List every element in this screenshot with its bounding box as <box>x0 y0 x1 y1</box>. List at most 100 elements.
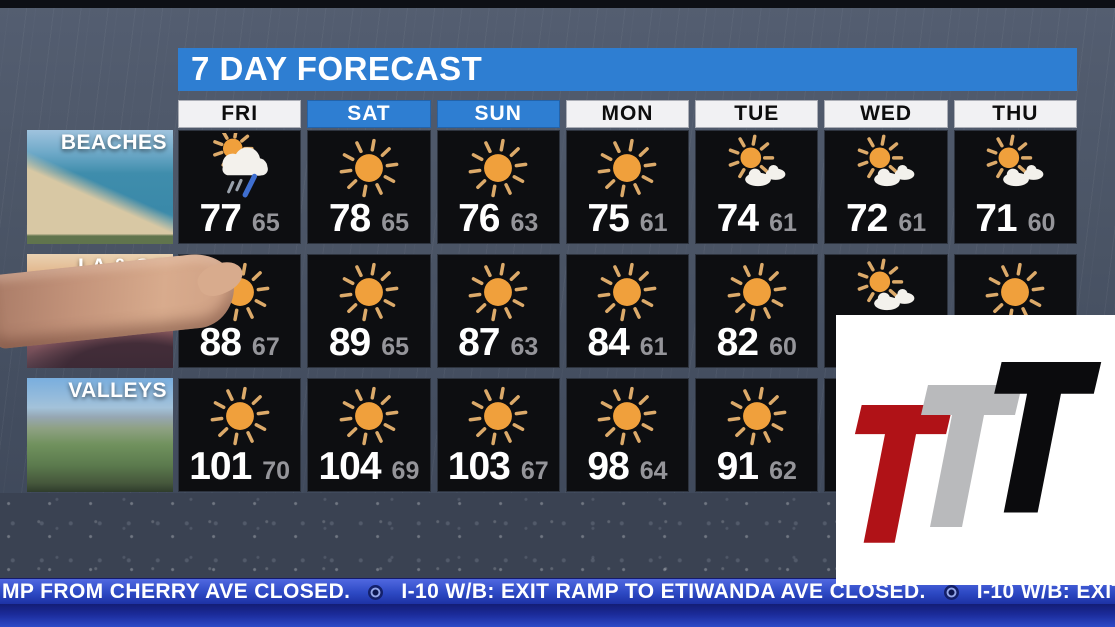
low-temp: 61 <box>639 209 668 237</box>
high-temp: 98 <box>587 445 629 488</box>
temps-beaches-tue: 74 61 <box>696 199 817 238</box>
cbs-eye-icon <box>943 585 959 600</box>
low-temp: 61 <box>769 209 797 237</box>
temps-valleys-sat: 104 69 <box>308 447 429 486</box>
forecast-cell-valleys-sat: 104 69 <box>307 378 431 492</box>
forecast-cell-valleys-tue: 91 62 <box>695 378 819 492</box>
sunny-icon <box>438 257 559 323</box>
sunny-icon <box>696 381 817 447</box>
low-temp: 65 <box>251 209 280 237</box>
low-temp: 64 <box>639 457 668 485</box>
forecast-cell-beaches-mon: 75 61 <box>565 130 690 244</box>
high-temp: 88 <box>199 321 242 364</box>
ghost-ticker-text: MP FROM CHERRY AVE CLOSED.I-10 W/B: EXIT… <box>838 315 1115 341</box>
temps-beaches-sun: 76 63 <box>438 199 559 238</box>
forecast-cell-beaches-thu: 71 60 <box>953 130 1077 244</box>
day-header-tue: TUE <box>695 100 819 128</box>
region-label-line: VALLEYS <box>68 379 167 402</box>
high-temp: 103 <box>447 445 511 488</box>
temps-valleys-sun: 103 67 <box>438 447 559 486</box>
day-header-fri: FRI <box>178 100 302 128</box>
sunny-icon <box>955 257 1076 323</box>
high-temp: 101 <box>189 445 252 488</box>
sunny-icon <box>567 257 688 323</box>
forecast-cell-beaches-tue: 74 61 <box>695 130 819 244</box>
low-temp: 60 <box>1027 209 1056 237</box>
ticker-text-line: MP FROM CHERRY AVE CLOSED. I-10 W/B: EXIT… <box>2 579 1115 604</box>
ticker-lower-band <box>0 604 1115 627</box>
high-temp: 71 <box>975 197 1017 240</box>
forecast-cell-valleys-fri: 101 70 <box>178 378 302 492</box>
day-header-mon: MON <box>565 100 690 128</box>
station-logo-box: MP FROM CHERRY AVE CLOSED.I-10 W/B: EXIT… <box>836 315 1115 585</box>
ticker-segment: I-10 W/B: EXIT RAMP TO ETIWANDA AVE CLOS… <box>401 580 926 603</box>
logo-t-red <box>854 405 953 543</box>
temps-valleys-tue: 91 62 <box>696 447 817 486</box>
high-temp: 76 <box>458 197 500 240</box>
forecast-cell-metro-sat: 89 65 <box>307 254 431 368</box>
top-letterbox-strip <box>0 0 1115 8</box>
temps-metro-sat: 89 65 <box>308 323 429 362</box>
ticker-segment: MP FROM CHERRY AVE CLOSED. <box>2 580 351 603</box>
temps-beaches-mon: 75 61 <box>567 199 688 238</box>
sunny-icon <box>308 257 429 323</box>
forecast-cell-metro-mon: 84 61 <box>565 254 690 368</box>
region-label-line: BEACHES <box>60 131 167 154</box>
high-temp: 104 <box>318 445 381 488</box>
high-temp: 77 <box>199 197 242 240</box>
temps-beaches-fri: 77 65 <box>179 199 300 238</box>
logo-t-gray <box>921 385 1022 527</box>
sunny-icon <box>567 381 688 447</box>
high-temp: 91 <box>716 445 759 488</box>
region-photo-beaches: BEACHES <box>27 130 173 244</box>
forecast-cell-beaches-fri: 77 65 <box>178 130 302 244</box>
low-temp: 65 <box>381 333 410 361</box>
low-temp: 61 <box>639 333 668 361</box>
temps-valleys-mon: 98 64 <box>567 447 688 486</box>
high-temp: 75 <box>587 197 629 240</box>
low-temp: 65 <box>381 209 410 237</box>
low-temp: 70 <box>262 457 291 485</box>
forecast-cell-metro-sun: 87 63 <box>436 254 560 368</box>
high-temp: 74 <box>716 197 759 240</box>
forecast-title-bar: 7 DAY FORECAST <box>178 48 1077 91</box>
sunny-icon <box>438 133 559 199</box>
high-temp: 89 <box>328 321 371 364</box>
cbs-eye-icon <box>368 585 384 600</box>
sunny-icon <box>308 381 429 447</box>
temps-metro-fri: 88 67 <box>179 323 300 362</box>
low-temp: 69 <box>391 457 420 485</box>
sunny-icon <box>696 257 817 323</box>
day-header-sat: SAT <box>307 100 431 128</box>
region-label-valleys: VALLEYS <box>68 380 167 401</box>
high-temp: 82 <box>716 321 759 364</box>
temps-metro-mon: 84 61 <box>567 323 688 362</box>
temps-beaches-wed: 72 61 <box>825 199 946 238</box>
partly-cloudy-icon <box>825 133 946 199</box>
forecast-grid: 77 65 78 65 76 63 75 61 74 61 72 61 71 60 88 67 89 65 87 63… <box>178 130 1077 492</box>
partly-cloudy-icon <box>955 133 1076 199</box>
ghost-ticker-clip: MP FROM CHERRY AVE CLOSED.I-10 W/B: EXIT… <box>836 315 1115 585</box>
region-label-beaches: BEACHES <box>61 132 167 153</box>
partly-cloudy-icon <box>825 257 946 323</box>
sunny-icon <box>438 381 559 447</box>
day-header-sun: SUN <box>436 100 560 128</box>
ttt-logo <box>854 362 1102 543</box>
low-temp: 62 <box>769 457 797 485</box>
partly-cloudy-icon <box>696 133 817 199</box>
low-temp: 60 <box>769 333 797 361</box>
low-temp: 63 <box>510 333 539 361</box>
day-header-wed: WED <box>824 100 948 128</box>
day-header-thu: THU <box>953 100 1077 128</box>
forecast-cell-valleys-mon: 98 64 <box>565 378 690 492</box>
logo-t-black <box>994 362 1102 513</box>
forecast-cell-beaches-sat: 78 65 <box>307 130 431 244</box>
high-temp: 72 <box>845 197 888 240</box>
high-temp: 84 <box>587 321 629 364</box>
low-temp: 67 <box>520 457 549 485</box>
forecast-cell-beaches-wed: 72 61 <box>824 130 948 244</box>
temps-beaches-thu: 71 60 <box>955 199 1076 238</box>
low-temp: 67 <box>251 333 280 361</box>
temps-metro-tue: 82 60 <box>696 323 817 362</box>
sun-cloud-rain-icon <box>179 133 300 199</box>
